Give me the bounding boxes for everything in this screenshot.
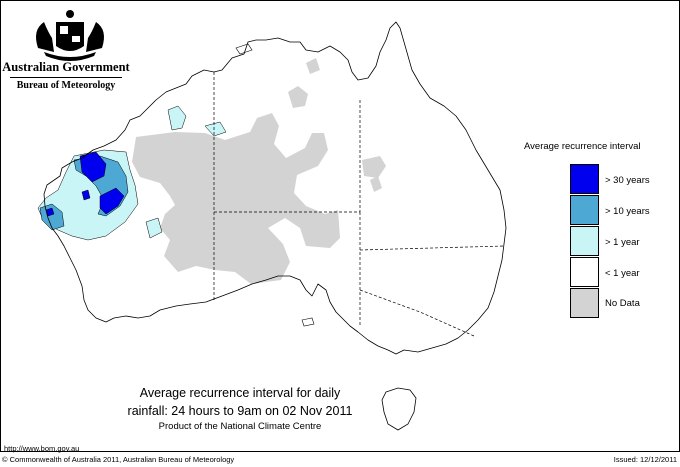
rainfall-map [37,21,507,431]
no-data-regions [132,58,386,284]
tasmania [381,387,417,431]
map-caption-line-3: Product of the National Climate Centre [158,421,322,432]
legend-swatch-under-1-year [570,257,599,287]
legend-label-over-1-year: > 1 year [605,237,640,248]
no-data-region-sa-small [306,58,320,74]
no-data-region-nt-north [288,86,308,108]
legend-label-no-data: No Data [605,298,640,309]
government-name: Australian Government [2,60,130,74]
recurrence-over-30-years [45,151,125,217]
bureau-name: Bureau of Meteorology [16,80,116,91]
kangaroo-island [301,317,315,327]
legend-label-over-30-years: > 30 years [605,175,650,186]
coat-of-arms-logo [36,10,104,61]
issued-date: Issued: 12/12/2011 [613,455,677,464]
legend-swatch-over-1-year [570,226,599,256]
no-data-region-central-west [132,113,340,284]
state-borders [213,72,505,337]
copyright-text: © Commonwealth of Australia 2011, Austra… [2,455,235,464]
border-qld-nsw [359,245,505,251]
legend-title: Average recurrence interval [524,141,641,152]
legend-swatch-over-30-years [570,164,599,194]
legend-swatch-no-data [570,288,599,318]
melville-island [235,43,253,55]
header-divider [10,77,122,78]
legend-label-over-10-years: > 10 years [605,206,650,217]
legend-swatch-over-10-years [570,195,599,225]
legend-label-under-1-year: < 1 year [605,268,640,279]
no-data-region-qld-east [370,176,382,192]
map-caption-line-2: rainfall: 24 hours to 9am on 02 Nov 2011 [127,404,353,418]
website-url: http://www.bom.gov.au [4,444,80,453]
no-data-region-qld-west [362,156,386,178]
map-caption-line-1: Average recurrence interval for daily [139,386,341,400]
border-nsw-vic [359,289,475,337]
